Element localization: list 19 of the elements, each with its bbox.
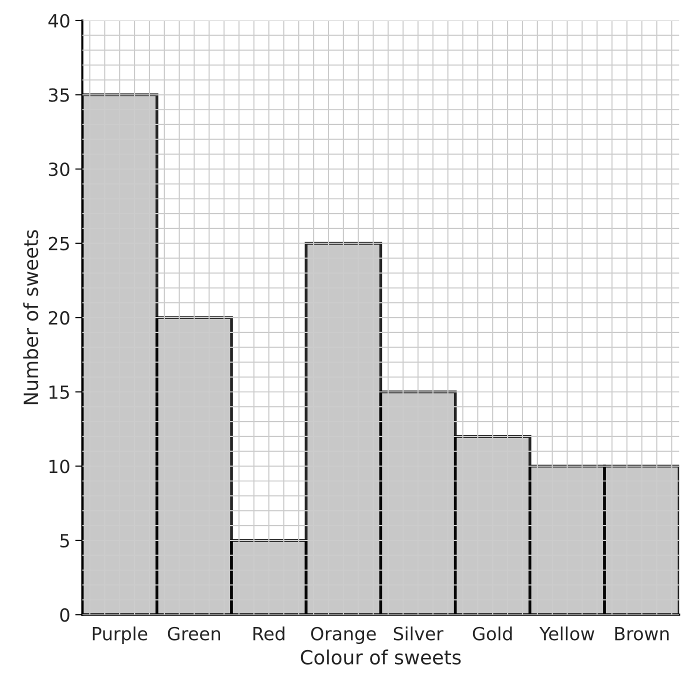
y-tick-label: 20 <box>48 311 70 325</box>
x-tick-label: Silver <box>394 626 444 640</box>
x-tick-label: Gold <box>472 626 512 640</box>
y-axis-title: Number of sweets <box>23 230 38 404</box>
y-tick-label: 30 <box>48 162 70 176</box>
x-tick-label: Purple <box>92 626 148 644</box>
x-tick-label: Red <box>253 626 284 640</box>
y-tick-label: 15 <box>50 386 69 399</box>
y-tick-label: 25 <box>48 236 69 250</box>
x-tick-label: Yellow <box>539 626 594 640</box>
y-tick-label: 10 <box>50 460 70 474</box>
x-tick-label: Brown <box>615 627 669 640</box>
x-tick-label: Green <box>168 626 220 640</box>
y-tick-label: 35 <box>48 88 69 102</box>
x-tick-label: Orange <box>311 626 376 644</box>
y-tick-label: 40 <box>48 14 70 28</box>
x-axis-title: Colour of sweets <box>300 650 461 665</box>
y-tick-label: 5 <box>60 534 69 548</box>
y-tick-label: 0 <box>60 608 70 622</box>
